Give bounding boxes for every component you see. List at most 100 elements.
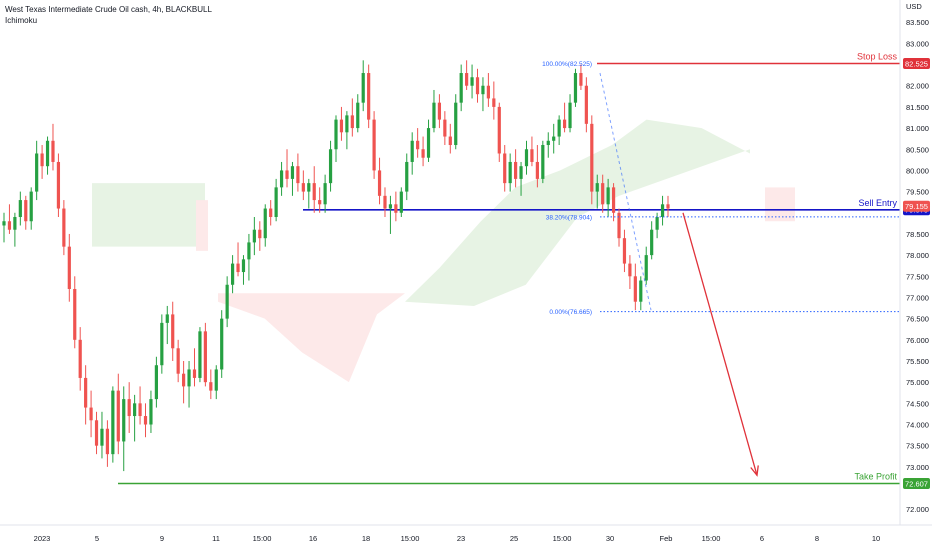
y-tick-label: 74.500 [906, 399, 929, 408]
candle-body [606, 187, 610, 205]
candle-body [519, 166, 523, 179]
candle-body [546, 140, 550, 146]
candle-body [2, 221, 6, 226]
candle-body [263, 208, 267, 239]
candle-body [73, 288, 77, 340]
candle-body [475, 77, 480, 95]
candle-body [383, 195, 387, 209]
sell-entry-label: Sell Entry [858, 198, 897, 208]
candle-body [258, 229, 262, 239]
candle-body [617, 212, 621, 239]
y-tick-label: 75.000 [906, 378, 929, 387]
cloud-band-bull-0 [92, 183, 205, 247]
candle-body [290, 166, 295, 179]
candle-body [465, 73, 469, 86]
candle-body [56, 161, 61, 209]
candle-body [67, 246, 71, 289]
y-tick-label: 74.000 [906, 421, 929, 430]
candle-body [568, 102, 572, 129]
candle-body [285, 170, 289, 179]
candle-body [655, 217, 659, 230]
x-tick-label: 5 [95, 534, 99, 543]
candle-body [437, 102, 442, 120]
y-tick-label: 83.500 [906, 18, 929, 27]
candle-body [334, 119, 338, 150]
candle-body [524, 149, 529, 167]
y-tick-label: 80.000 [906, 166, 929, 175]
candle-body [94, 420, 99, 446]
candle-body [24, 200, 28, 222]
candle-body [345, 115, 349, 133]
candle-body [432, 102, 436, 129]
y-tick-label: 73.500 [906, 442, 929, 451]
y-tick-label: 75.500 [906, 357, 929, 366]
y-tick-label: 77.500 [906, 272, 929, 281]
x-tick-label: 18 [362, 534, 370, 543]
candle-body [312, 183, 316, 201]
candle-body [666, 204, 670, 209]
candle-body [143, 416, 148, 425]
candle-body [361, 73, 365, 103]
x-tick-label: 6 [760, 534, 764, 543]
fibonacci-layer: 100.00%(82.525) 38.20%(78.904) 0.00%(76.66… [542, 61, 900, 316]
candle-body [514, 161, 518, 179]
y-tick-label: 79.500 [906, 188, 929, 197]
candle-body [492, 98, 496, 107]
candle-body [530, 149, 534, 162]
candle-body [377, 170, 382, 196]
candle-body [611, 187, 616, 213]
candle-body [279, 170, 284, 188]
candle-body [410, 140, 414, 162]
candle-body [628, 263, 632, 277]
candle-body [486, 85, 490, 99]
candle-body [426, 128, 431, 158]
candle-body [127, 399, 131, 417]
cloud-band-bear-2 [218, 293, 405, 383]
projection-arrow [682, 212, 758, 476]
candle-body [328, 149, 333, 184]
indicator-label: Ichimoku [5, 16, 38, 25]
candle-body [192, 369, 197, 378]
y-tick-label: 73.000 [906, 463, 929, 472]
time-axis: 2023 5 9 11 15:00 16 18 15:00 23 25 15:00 30 Feb 15:0… [34, 534, 881, 543]
candle-body [171, 314, 175, 349]
x-tick-label: 11 [212, 534, 220, 543]
candle-body [133, 403, 137, 417]
candle-body [416, 140, 420, 150]
candle-body [100, 428, 104, 446]
candle-body [579, 73, 583, 86]
candle-body [165, 314, 169, 323]
candle-body [18, 200, 22, 218]
candle-body [339, 119, 344, 133]
projection-arrowhead [750, 465, 759, 477]
x-tick-label: 15:00 [553, 534, 572, 543]
candle-body [247, 242, 251, 260]
candle-body [203, 331, 207, 383]
candle-body [584, 85, 588, 124]
candle-body [182, 373, 186, 387]
candle-body [78, 339, 82, 378]
candle-body [35, 153, 39, 192]
take-profit-label: Take Profit [854, 472, 897, 482]
candle-body [111, 390, 115, 455]
candle-body [296, 166, 300, 184]
candle-body [535, 161, 539, 179]
candles-layer [2, 60, 670, 472]
candle-body [7, 221, 12, 230]
candle-body [590, 123, 594, 192]
x-tick-label: 15:00 [253, 534, 272, 543]
stop-loss-label: Stop Loss [857, 52, 898, 62]
candle-body [633, 276, 637, 302]
candle-body [448, 136, 452, 146]
candle-body [394, 204, 398, 213]
candle-body [176, 348, 180, 374]
candle-body [105, 428, 110, 455]
candle-body [503, 153, 507, 184]
overlay-layer: Stop Loss Sell Entry Take Profit [682, 52, 898, 482]
candle-body [639, 280, 643, 302]
x-tick-label: 25 [510, 534, 518, 543]
fib-label: 100.00%(82.525) [542, 61, 592, 68]
candle-body [562, 119, 567, 129]
candle-body [45, 140, 50, 167]
